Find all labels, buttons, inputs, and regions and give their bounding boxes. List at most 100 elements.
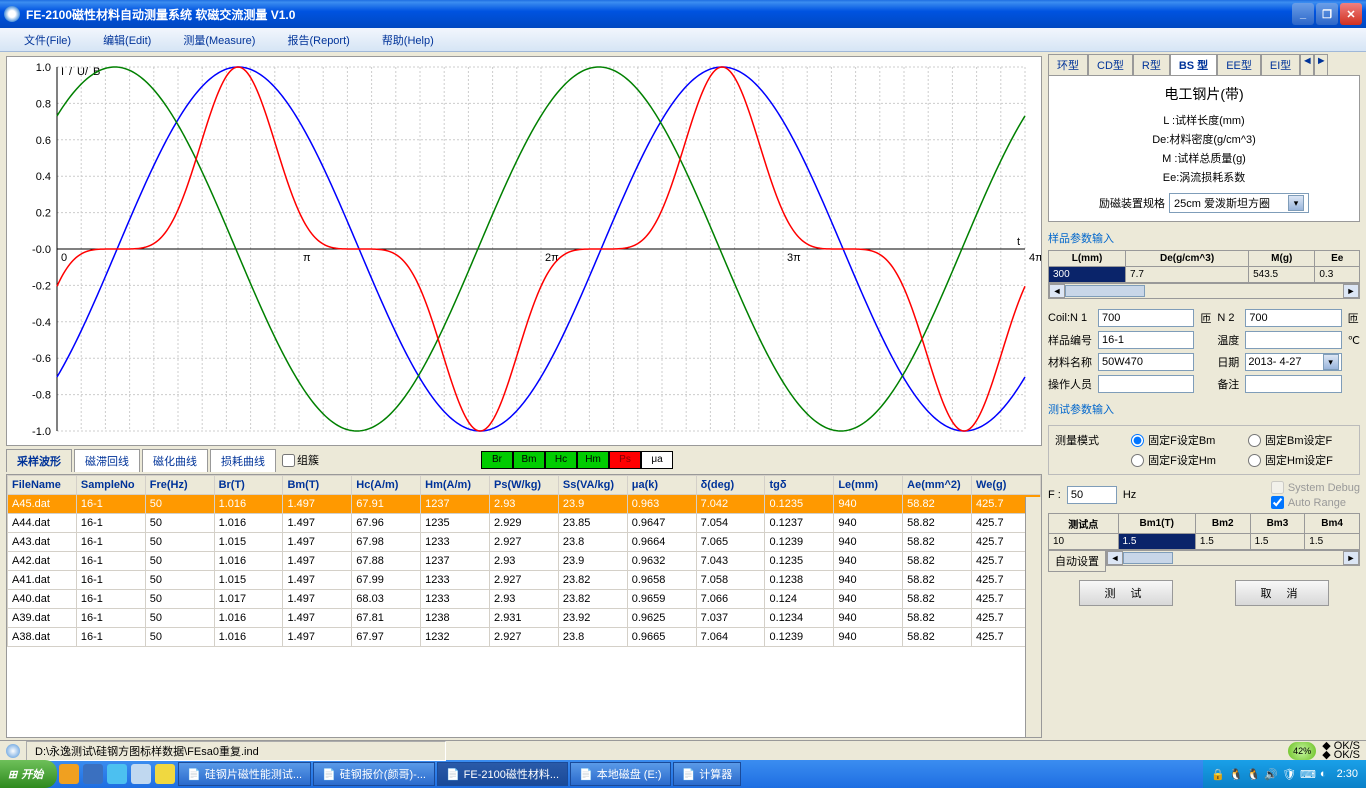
legend-btn-hc[interactable]: Hc (545, 451, 577, 469)
scroll-right-arrow[interactable]: ► (1343, 551, 1359, 565)
scroll-right-arrow[interactable]: ► (1343, 284, 1359, 298)
rtab-r[interactable]: R型 (1133, 54, 1170, 75)
scroll-thumb[interactable] (1065, 285, 1145, 297)
minimize-button[interactable]: _ (1292, 3, 1314, 25)
scroll-left-arrow[interactable]: ◄ (1049, 284, 1065, 298)
svg-text:0.4: 0.4 (36, 171, 51, 183)
test-button[interactable]: 测 试 (1079, 580, 1172, 606)
coil-n1-input[interactable] (1098, 309, 1194, 327)
table-row[interactable]: A41.dat16-1501.0151.49767.9912332.92723.… (8, 571, 1041, 590)
tab-sampling-waveform[interactable]: 采样波形 (6, 449, 72, 472)
sample-no-input[interactable] (1098, 331, 1194, 349)
spec-title: 电工钢片(带) (1057, 84, 1351, 104)
table-row[interactable]: A42.dat16-1501.0161.49767.8812372.9323.9… (8, 552, 1041, 571)
date-picker[interactable]: 2013- 4-27 ▾ (1245, 353, 1341, 371)
progress-badge: 42% (1288, 742, 1316, 760)
table-row[interactable]: A44.dat16-1501.0161.49767.9612352.92923.… (8, 514, 1041, 533)
start-button[interactable]: ⊞ 开始 (0, 760, 57, 788)
table-row[interactable]: A39.dat16-1501.0161.49767.8112382.93123.… (8, 609, 1041, 628)
temp-input[interactable] (1245, 331, 1341, 349)
sample-params-hscroll[interactable]: ◄ ► (1048, 283, 1360, 299)
rtab-ring[interactable]: 环型 (1048, 54, 1088, 75)
titlebar: FE-2100磁性材料自动测量系统 软磁交流测量 V1.0 _ ❐ ✕ (0, 0, 1366, 28)
quicklaunch-icon[interactable] (59, 764, 79, 784)
rtab-bs[interactable]: BS 型 (1170, 54, 1217, 75)
system-debug-checkbox[interactable]: System Debug (1271, 481, 1360, 494)
spec-de-line: De:材料密度(g/cm^3) (1057, 131, 1351, 147)
excitation-device-label: 励磁装置规格 (1099, 195, 1165, 211)
tray-icon[interactable]: 🐧 (1247, 768, 1261, 781)
tray-icon[interactable]: 🐧 (1229, 768, 1243, 781)
rtab-ei[interactable]: EI型 (1261, 54, 1300, 75)
scroll-thumb[interactable] (1123, 552, 1173, 564)
svg-text:/: / (69, 66, 73, 78)
menu-help[interactable]: 帮助(Help) (366, 30, 450, 50)
tray-icon[interactable]: 🛡 (1282, 768, 1296, 781)
freq-label: F : (1048, 489, 1061, 501)
quicklaunch-icon[interactable] (83, 764, 103, 784)
group-checkbox-label: 组簇 (297, 452, 319, 468)
menu-report[interactable]: 报告(Report) (271, 30, 365, 50)
app-icon (4, 6, 20, 22)
legend-btn-μa[interactable]: μa (641, 451, 673, 469)
tray-icon[interactable]: ⌨ (1300, 768, 1316, 781)
tab-magnetization-curve[interactable]: 磁化曲线 (142, 449, 208, 472)
tab-loss-curve[interactable]: 损耗曲线 (210, 449, 276, 472)
group-checkbox[interactable]: 组簇 (282, 452, 319, 468)
freq-unit: Hz (1123, 489, 1136, 501)
radio-fixf-sethm[interactable]: 固定F设定Hm (1131, 452, 1236, 468)
radio-fixhm-setf[interactable]: 固定Hm设定F (1248, 452, 1353, 468)
scroll-left-arrow[interactable]: ◄ (1107, 551, 1123, 565)
menu-file[interactable]: 文件(File) (8, 30, 87, 50)
clock[interactable]: 2:30 (1337, 768, 1358, 780)
taskbar-task[interactable]: 📄本地磁盘 (E:) (570, 762, 670, 786)
taskbar-task[interactable]: 📄硅钢片磁性能测试... (178, 762, 311, 786)
remark-input[interactable] (1245, 375, 1341, 393)
taskbar-task[interactable]: 📄FE-2100磁性材料... (437, 762, 568, 786)
cancel-button[interactable]: 取 消 (1235, 580, 1328, 606)
quicklaunch-icon[interactable] (131, 764, 151, 784)
legend-btn-hm[interactable]: Hm (577, 451, 609, 469)
menu-edit[interactable]: 编辑(Edit) (87, 30, 167, 50)
auto-set-button[interactable]: 自动设置 (1048, 550, 1106, 572)
quicklaunch-icon[interactable] (155, 764, 175, 784)
legend-btn-ps[interactable]: Ps (609, 451, 641, 469)
tray-icon[interactable]: ◐ (1320, 768, 1327, 780)
rtab-ee[interactable]: EE型 (1217, 54, 1261, 75)
table-vscrollbar[interactable] (1025, 497, 1041, 737)
legend-btn-br[interactable]: Br (481, 451, 513, 469)
auto-range-checkbox[interactable]: Auto Range (1271, 496, 1360, 509)
rtab-cd[interactable]: CD型 (1088, 54, 1133, 75)
tabs-scroll-right[interactable]: ► (1314, 54, 1328, 75)
tray-icon[interactable]: 🔒 (1211, 768, 1225, 781)
freq-input[interactable] (1067, 486, 1117, 504)
svg-text:-0.4: -0.4 (32, 317, 51, 329)
n2-unit: 匝 (1348, 310, 1360, 326)
maximize-button[interactable]: ❐ (1316, 3, 1338, 25)
operator-input[interactable] (1098, 375, 1194, 393)
chevron-down-icon[interactable]: ▾ (1323, 354, 1339, 370)
table-row[interactable]: A43.dat16-1501.0151.49767.9812332.92723.… (8, 533, 1041, 552)
tray-icon[interactable]: 🔊 (1264, 768, 1278, 781)
n2-input[interactable] (1245, 309, 1341, 327)
group-checkbox-input[interactable] (282, 454, 295, 467)
legend-btn-bm[interactable]: Bm (513, 451, 545, 469)
table-row[interactable]: A38.dat16-1501.0161.49767.9712322.92723.… (8, 628, 1041, 647)
test-points-hscroll[interactable]: ◄ ► (1106, 550, 1360, 566)
menu-measure[interactable]: 测量(Measure) (167, 30, 271, 50)
quicklaunch-icon[interactable] (107, 764, 127, 784)
tabs-scroll-left[interactable]: ◄ (1300, 54, 1314, 75)
taskbar-task[interactable]: 📄计算器 (673, 762, 742, 786)
table-row[interactable]: A40.dat16-1501.0171.49768.0312332.9323.8… (8, 590, 1041, 609)
material-input[interactable] (1098, 353, 1194, 371)
close-button[interactable]: ✕ (1340, 3, 1362, 25)
operator-label: 操作人员 (1048, 376, 1092, 392)
excitation-device-combo[interactable]: 25cm 爱泼斯坦方圈 ▾ (1169, 193, 1309, 213)
chevron-down-icon[interactable]: ▾ (1288, 195, 1304, 211)
radio-fixf-setbm[interactable]: 固定F设定Bm (1131, 432, 1236, 448)
radio-fixbm-setf[interactable]: 固定Bm设定F (1248, 432, 1353, 448)
table-row[interactable]: A45.dat16-1501.0161.49767.9112372.9323.9… (8, 495, 1041, 514)
taskbar-task[interactable]: 📄硅钢报价(颜哥)-... (313, 762, 435, 786)
tab-hysteresis-loop[interactable]: 磁滞回线 (74, 449, 140, 472)
results-table[interactable]: FileNameSampleNoFre(Hz)Br(T)Bm(T)Hc(A/m)… (7, 475, 1041, 647)
